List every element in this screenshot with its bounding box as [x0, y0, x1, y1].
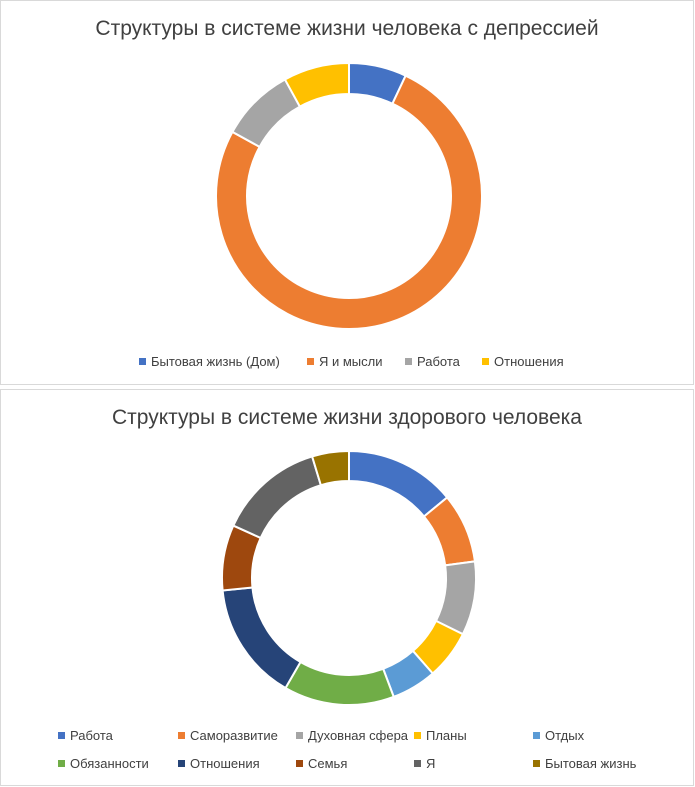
legend-item: Саморазвитие — [178, 728, 278, 743]
legend-item: Работа — [405, 354, 460, 369]
legend-swatch — [296, 732, 303, 739]
legend-swatch — [58, 732, 65, 739]
chart-title: Структуры в системе жизни здорового чело… — [112, 406, 582, 429]
legend-swatch — [296, 760, 303, 767]
donut-slice-4 — [283, 61, 350, 108]
legend-label: Духовная сфера — [308, 728, 409, 743]
legend-item: Работа — [58, 728, 113, 743]
donut-slice-1 — [348, 449, 449, 518]
legend-item: Отношения — [482, 354, 564, 369]
chart-title: Структуры в системе жизни человека с деп… — [95, 17, 599, 40]
legend-label: Я — [426, 756, 436, 771]
legend-item: Планы — [414, 728, 467, 743]
legend-swatch — [533, 760, 540, 767]
donut-slice-10 — [310, 449, 350, 487]
legend-swatch — [405, 358, 412, 365]
donut-slice-7 — [221, 586, 302, 690]
donut-chart-depression — [215, 61, 483, 330]
legend-item: Отношения — [178, 756, 260, 771]
legend-swatch — [58, 760, 65, 767]
legend-swatch — [178, 732, 185, 739]
legend-item: Я — [414, 756, 435, 771]
legend-swatch — [533, 732, 540, 739]
legend-item: Духовная сфера — [296, 728, 408, 743]
legend-label: Работа — [70, 728, 113, 743]
donut-chart-healthy — [221, 449, 477, 706]
legend-label: Отношения — [494, 354, 564, 369]
legend-label: Семья — [308, 756, 348, 771]
legend-item: Я и мысли — [307, 354, 383, 369]
legend-item: Отдых — [533, 728, 584, 743]
legend-label: Бытовая жизнь (Дом) — [151, 354, 280, 369]
chart-depression: Структуры в системе жизни человека с деп… — [0, 0, 694, 385]
legend-item: Обязанности — [58, 756, 149, 771]
legend-swatch — [307, 358, 314, 365]
legend-swatch — [414, 760, 421, 767]
legend-label: Обязанности — [70, 756, 149, 771]
legend-swatch — [178, 760, 185, 767]
legend-label: Работа — [417, 354, 460, 369]
donut-slice-9 — [231, 455, 323, 540]
legend-label: Отдых — [545, 728, 585, 743]
legend-label: Саморазвитие — [190, 728, 278, 743]
legend-item: Бытовая жизнь — [533, 756, 636, 771]
legend-item: Бытовая жизнь (Дом) — [139, 354, 280, 369]
legend-label: Бытовая жизнь — [545, 756, 637, 771]
legend-label: Отношения — [190, 756, 260, 771]
legend-label: Планы — [426, 728, 467, 743]
legend-item: Семья — [296, 756, 347, 771]
legend-swatch — [139, 358, 146, 365]
legend-label: Я и мысли — [319, 354, 383, 369]
donut-slice-6 — [284, 660, 396, 706]
legend-swatch — [414, 732, 421, 739]
legend-swatch — [482, 358, 489, 365]
chart-healthy: Структуры в системе жизни здорового чело… — [0, 389, 694, 786]
donut-slice-2 — [215, 74, 483, 330]
